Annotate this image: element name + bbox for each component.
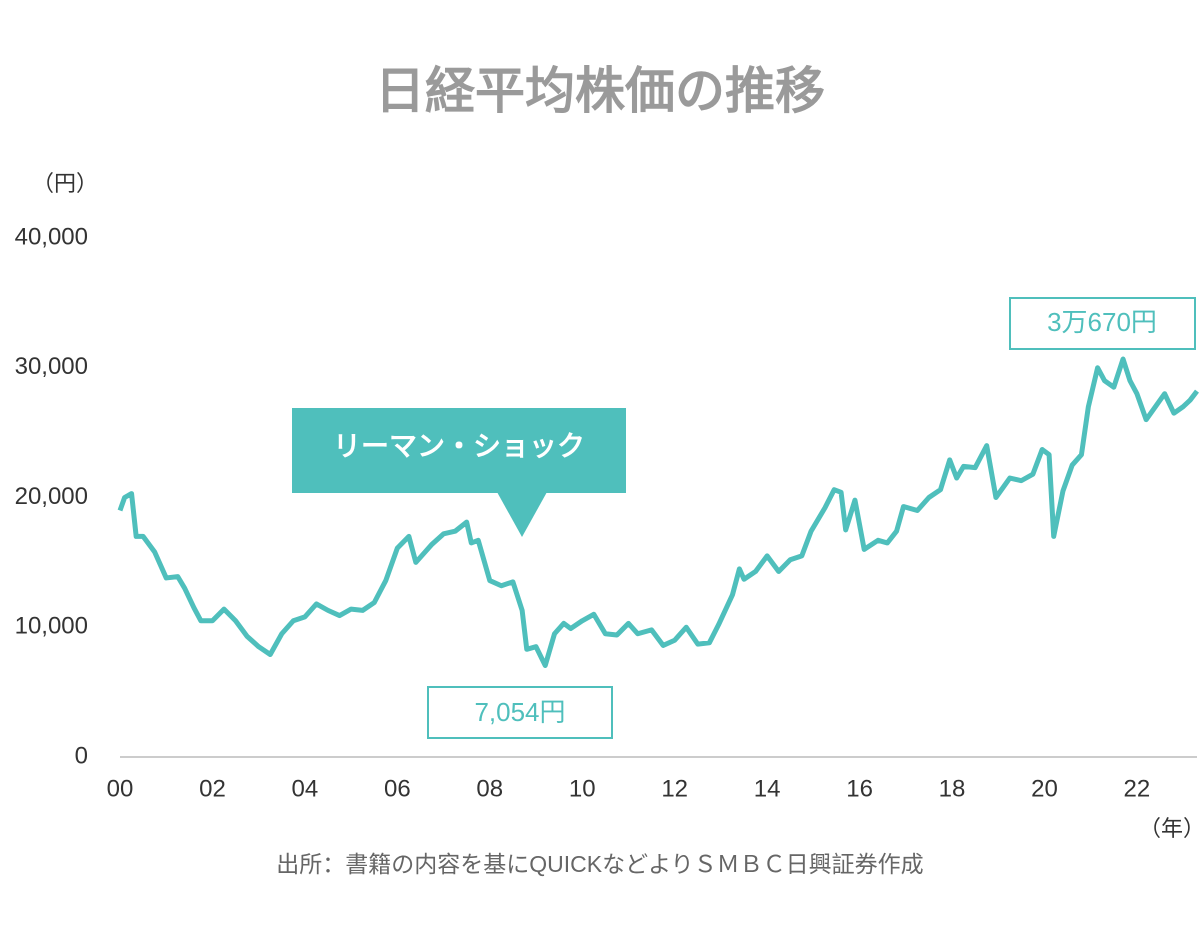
x-tick-label: 06 [384,775,411,802]
y-tick-label: 10,000 [15,613,88,640]
x-tick-label: 12 [661,775,688,802]
x-axis-label: （年） [1139,816,1200,841]
high-label: 3万670円 [1047,307,1157,337]
high-label-box [1009,297,1196,350]
y-tick-label: 30,000 [15,353,88,380]
x-tick-label: 10 [569,775,596,802]
chart-title: 日経平均株価の推移 [375,63,825,119]
callout-box [292,408,626,493]
x-tick-label: 04 [292,775,319,802]
x-tick-label: 20 [1031,775,1058,802]
x-tick-label: 18 [939,775,966,802]
x-tick-label: 00 [107,775,134,802]
x-tick-label: 02 [199,775,226,802]
callout-label: リーマン・ショック [333,430,585,461]
y-tick-label: 0 [75,742,88,769]
callout-pointer [497,492,547,537]
x-tick-label: 14 [754,775,781,802]
x-tick-label: 22 [1124,775,1151,802]
source-note: 出所：書籍の内容を基にQUICKなどよりＳＭＢＣ日興証券作成 [276,851,923,877]
y-axis-label: （円） [32,171,98,196]
low-label: 7,054円 [474,697,565,727]
y-tick-label: 20,000 [15,483,88,510]
x-tick-label: 08 [476,775,503,802]
y-tick-label: 40,000 [15,223,88,250]
low-label-box [427,686,613,739]
x-tick-label: 16 [846,775,873,802]
price-line [117,356,1199,668]
